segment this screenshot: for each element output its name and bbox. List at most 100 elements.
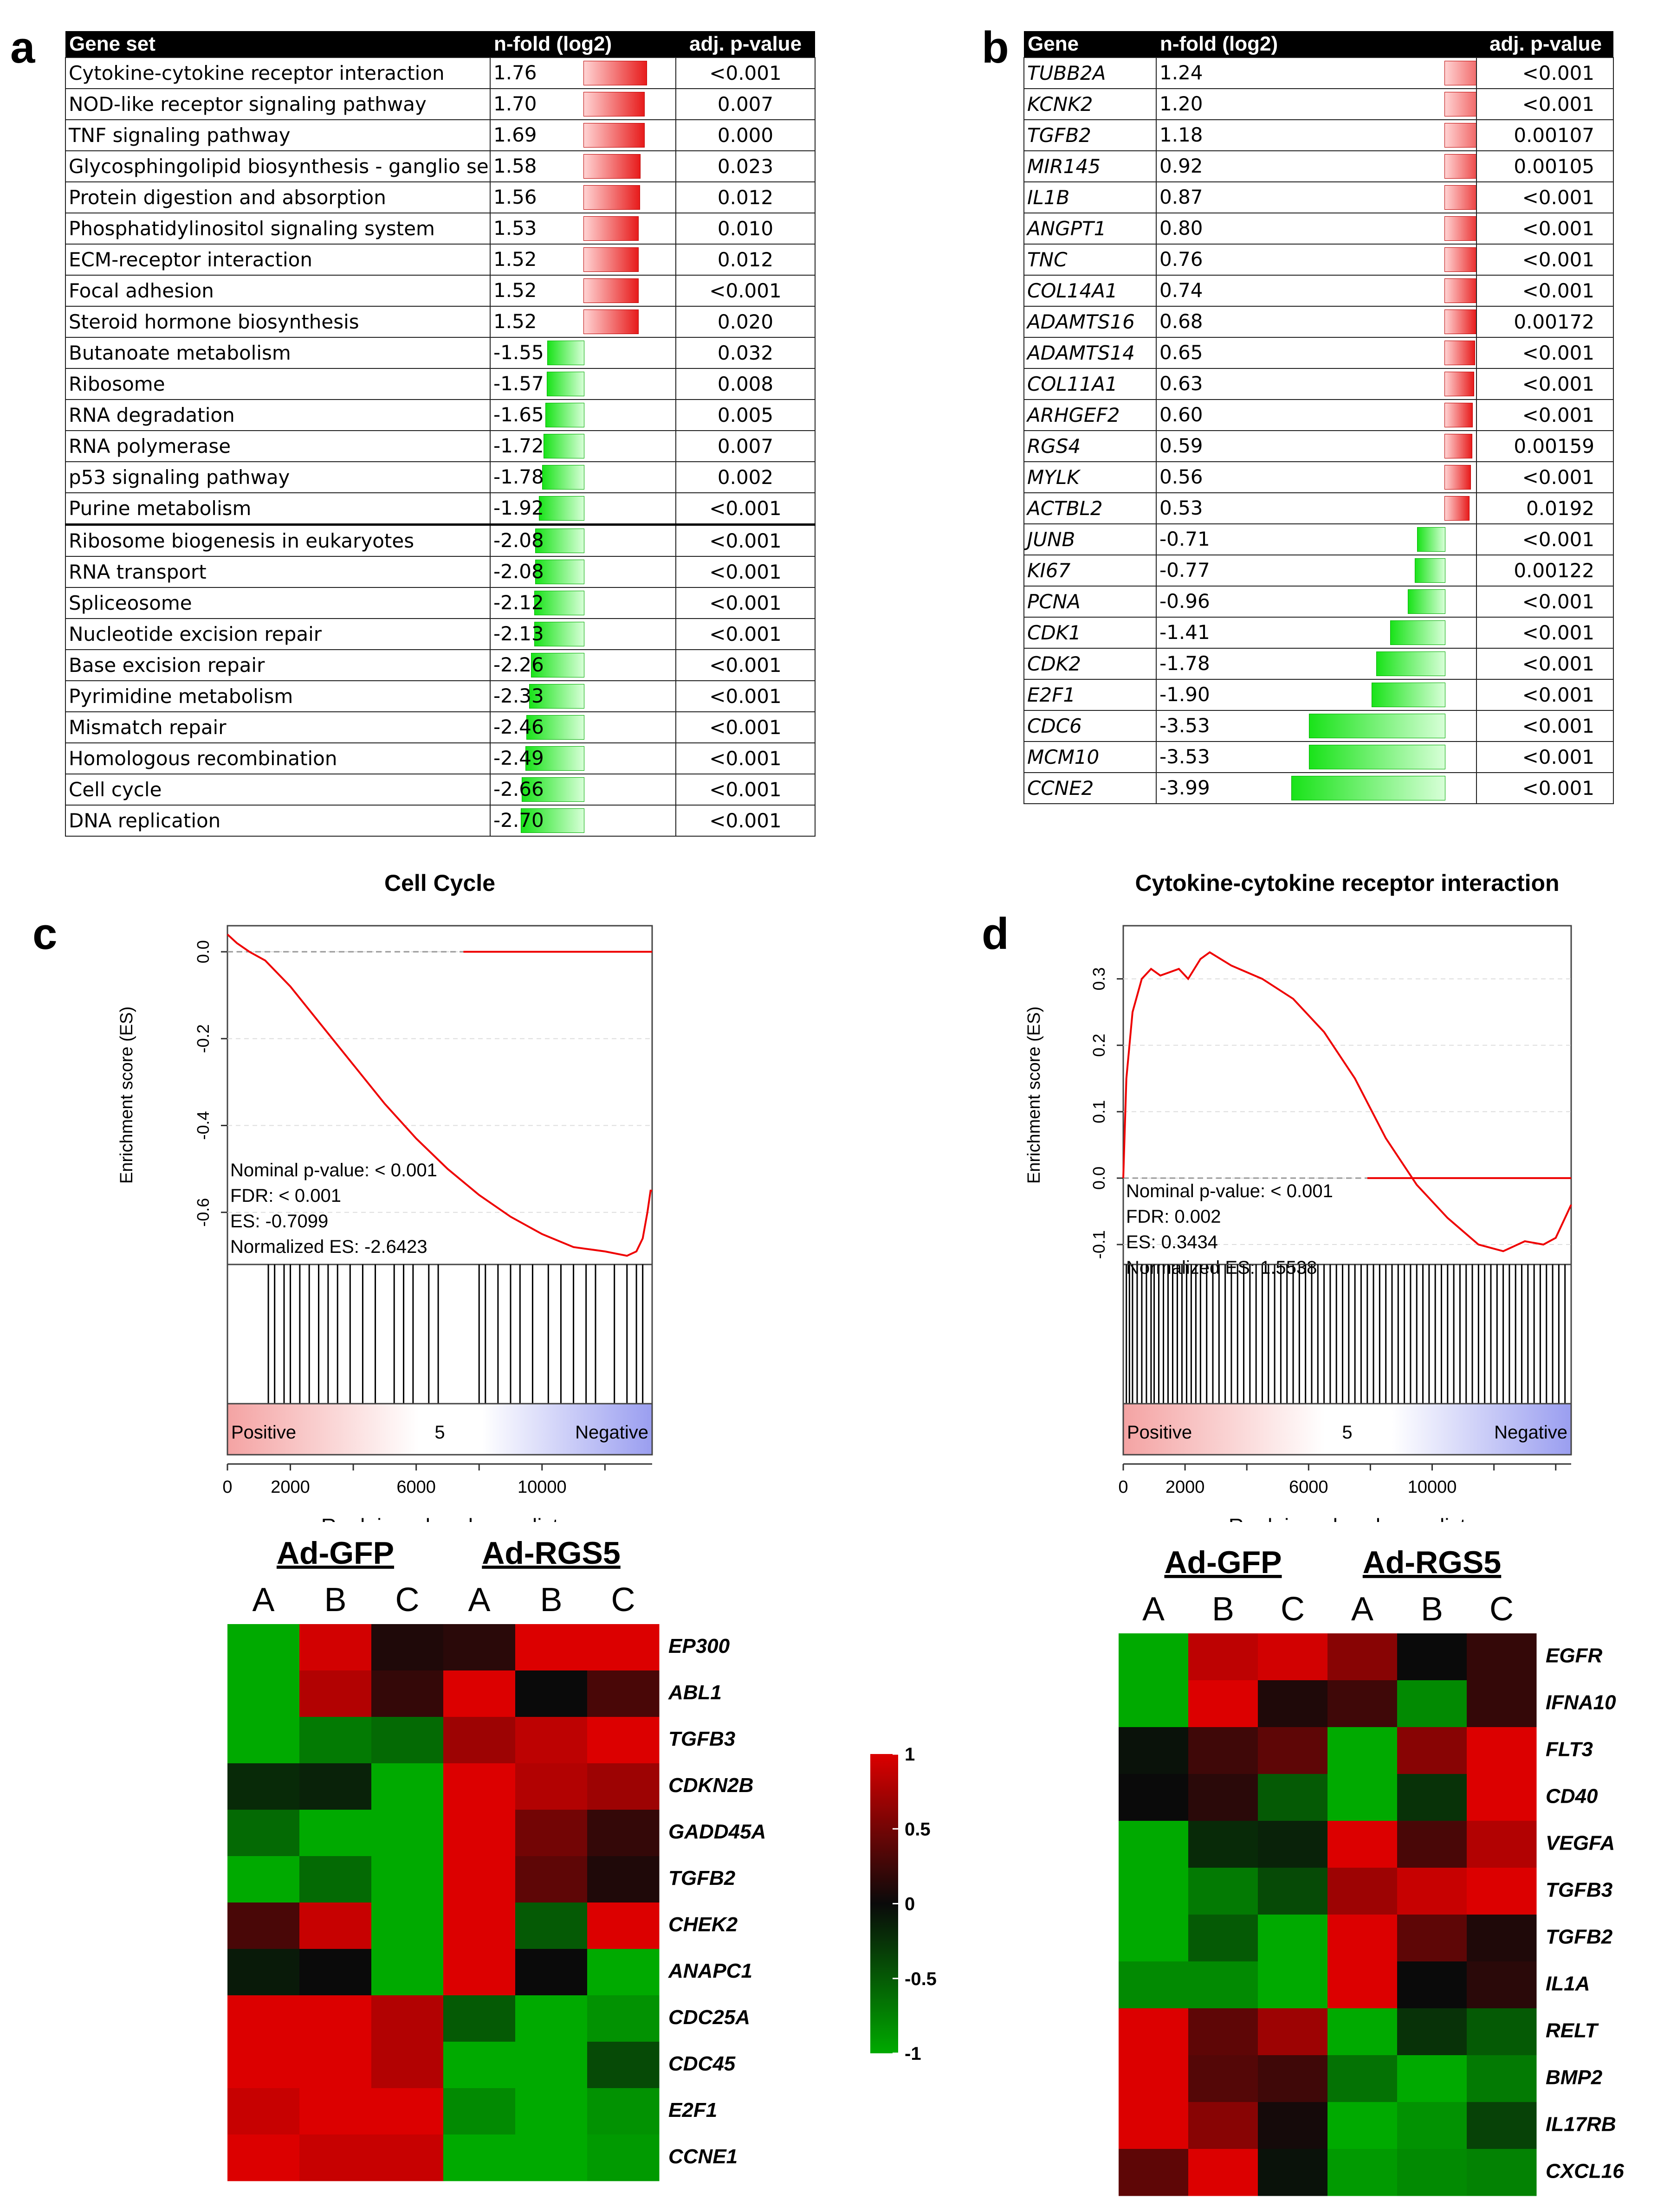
heatmap-cell bbox=[227, 1856, 300, 1903]
y-tick-label: -0.1 bbox=[1089, 1230, 1108, 1259]
row-name: Ribosome biogenesis in eukaryotes bbox=[65, 523, 491, 557]
heatmap-cell bbox=[1397, 2149, 1467, 2196]
fold-value: 1.52 bbox=[493, 279, 537, 302]
fold-bar bbox=[1444, 310, 1476, 334]
row-pvalue: <0.001 bbox=[1476, 244, 1614, 276]
column-label: B bbox=[1212, 1591, 1234, 1628]
row-value-cell: -1.72 bbox=[489, 430, 676, 462]
table-row: CCNE2 -3.99 <0.001 bbox=[1023, 772, 1614, 804]
heatmap-cell bbox=[587, 1902, 660, 1949]
row-name: E2F1 bbox=[1023, 679, 1157, 711]
row-value-cell: -1.57 bbox=[489, 368, 676, 400]
row-name: Phosphatidylinositol signaling system bbox=[65, 213, 491, 245]
plot-title: Cytokine-cytokine receptor interaction bbox=[1135, 872, 1559, 896]
row-name: COL14A1 bbox=[1023, 275, 1157, 307]
heatmap-cell bbox=[371, 1902, 444, 1949]
heatmap-cell bbox=[443, 1856, 516, 1903]
heatmap-cell bbox=[299, 1856, 372, 1903]
row-name: ADAMTS14 bbox=[1023, 337, 1157, 369]
gene-label: VEGFA bbox=[1546, 1832, 1615, 1855]
column-label: A bbox=[468, 1581, 490, 1619]
heatmap-cell bbox=[515, 1717, 588, 1764]
heatmap-cell bbox=[1327, 2149, 1398, 2196]
column-label: C bbox=[611, 1581, 635, 1619]
table-row: Ribosome biogenesis in eukaryotes -2.08 <0… bbox=[65, 523, 816, 557]
row-pvalue: <0.001 bbox=[675, 275, 816, 307]
fold-value: -0.96 bbox=[1159, 590, 1210, 613]
heatmap-cell bbox=[227, 2088, 300, 2135]
row-pvalue: 0.008 bbox=[675, 368, 816, 400]
heatmap-cell bbox=[1467, 1633, 1537, 1681]
heatmap-cell bbox=[515, 1670, 588, 1717]
heatmap-cell bbox=[1119, 1727, 1189, 1774]
group-label: Ad-RGS5 bbox=[482, 1536, 620, 1571]
row-name: p53 signaling pathway bbox=[65, 461, 491, 493]
header-gene: Gene bbox=[1024, 31, 1156, 58]
fold-value: -1.92 bbox=[493, 497, 544, 519]
column-label: C bbox=[1281, 1591, 1305, 1628]
row-value-cell: -1.65 bbox=[489, 399, 676, 431]
fold-value: -2.08 bbox=[493, 560, 544, 583]
table-row: MYLK 0.56 <0.001 bbox=[1023, 461, 1614, 493]
fold-value: -2.46 bbox=[493, 716, 544, 738]
stat-annotation: ES: 0.3434 bbox=[1126, 1232, 1218, 1252]
stat-annotation: Nominal p-value: < 0.001 bbox=[1126, 1181, 1333, 1201]
header-nfold: n-fold (log2) bbox=[1156, 31, 1477, 58]
fold-bar bbox=[583, 92, 645, 116]
fold-bar bbox=[1444, 216, 1477, 241]
row-value-cell: 1.24 bbox=[1155, 57, 1477, 89]
row-value-cell: -1.55 bbox=[489, 337, 676, 369]
gene-set-table: Gene set n-fold (log2) adj. p-value Cyto… bbox=[65, 31, 816, 837]
fold-value: -1.41 bbox=[1159, 621, 1210, 644]
y-tick-label: -0.4 bbox=[194, 1111, 213, 1140]
table-row: ADAMTS14 0.65 <0.001 bbox=[1023, 337, 1614, 369]
fold-bar bbox=[545, 403, 584, 427]
column-label: C bbox=[395, 1581, 420, 1619]
row-pvalue: <0.001 bbox=[1476, 368, 1614, 400]
column-label: A bbox=[1142, 1591, 1165, 1628]
row-value-cell: 0.68 bbox=[1155, 306, 1477, 338]
row-value-cell: 0.92 bbox=[1155, 150, 1477, 182]
heatmap-cell bbox=[515, 2135, 588, 2181]
fold-value: 0.68 bbox=[1159, 310, 1203, 333]
fold-bar bbox=[1444, 61, 1477, 85]
heatmap-cell bbox=[1188, 1961, 1258, 2009]
row-pvalue: <0.001 bbox=[675, 523, 816, 557]
fold-value: -2.08 bbox=[493, 529, 544, 552]
table-row: Mismatch repair -2.46 <0.001 bbox=[65, 711, 816, 743]
heatmap-cell bbox=[1258, 2149, 1328, 2196]
row-pvalue: 0.00105 bbox=[1476, 150, 1614, 182]
row-value-cell: 0.74 bbox=[1155, 275, 1477, 307]
fold-value: -1.78 bbox=[1159, 652, 1210, 675]
es-curve bbox=[1122, 951, 1572, 1252]
fold-bar bbox=[1444, 92, 1477, 116]
rank-gradient-bar bbox=[227, 1403, 653, 1456]
table-row: KI67 -0.77 0.00122 bbox=[1023, 555, 1614, 587]
heatmap-cell bbox=[299, 1949, 372, 1996]
heatmap-cell bbox=[1397, 1961, 1467, 2009]
plot-title: Cell Cycle bbox=[384, 872, 495, 896]
row-pvalue: 0.002 bbox=[675, 461, 816, 493]
column-label: B bbox=[324, 1581, 346, 1619]
heatmap-cell bbox=[1119, 2149, 1189, 2196]
fold-bar bbox=[521, 808, 584, 833]
row-name: JUNB bbox=[1023, 523, 1157, 555]
row-name: Cytokine-cytokine receptor interaction bbox=[65, 57, 491, 89]
fold-bar bbox=[526, 715, 584, 740]
column-label: A bbox=[252, 1581, 274, 1619]
fold-bar bbox=[1408, 589, 1445, 614]
row-pvalue: <0.001 bbox=[675, 57, 816, 89]
fold-bar bbox=[1372, 683, 1445, 707]
heatmap-cell bbox=[515, 1624, 588, 1671]
fold-value: -1.78 bbox=[493, 465, 544, 488]
heatmap-cell bbox=[1188, 1868, 1258, 1915]
heatmap-cell bbox=[1258, 2008, 1328, 2056]
heatmap-cell bbox=[299, 1902, 372, 1949]
gene-label: IL17RB bbox=[1546, 2113, 1616, 2136]
row-name: Homologous recombination bbox=[65, 742, 491, 774]
row-value-cell: 1.58 bbox=[489, 150, 676, 182]
row-name: TUBB2A bbox=[1023, 57, 1157, 89]
row-name: COL11A1 bbox=[1023, 368, 1157, 400]
heatmap-cell bbox=[1327, 1680, 1398, 1728]
row-name: Butanoate metabolism bbox=[65, 337, 491, 369]
